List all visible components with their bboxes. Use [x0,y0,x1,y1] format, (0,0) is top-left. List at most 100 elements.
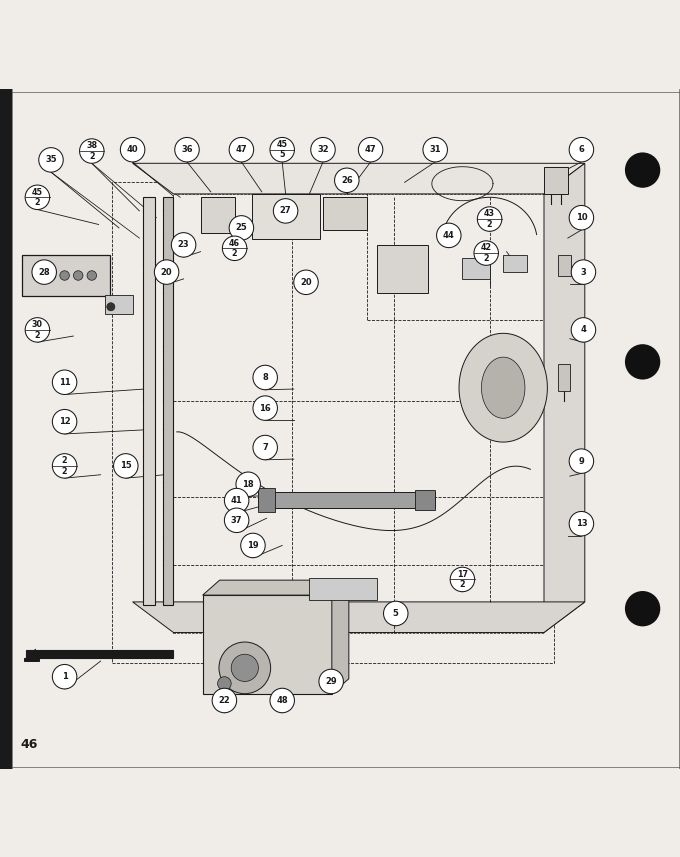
Polygon shape [323,197,367,230]
Circle shape [114,453,138,478]
Bar [558,364,570,391]
Bar [415,489,435,510]
Circle shape [229,137,254,162]
Text: 7: 7 [262,443,268,452]
Circle shape [175,137,199,162]
Polygon shape [201,197,235,232]
Circle shape [171,232,196,257]
Polygon shape [143,197,155,605]
Circle shape [80,139,104,164]
Circle shape [423,137,447,162]
Circle shape [219,642,271,693]
Circle shape [569,206,594,230]
Polygon shape [544,164,585,632]
Text: 26: 26 [341,176,353,185]
Circle shape [39,147,63,172]
Text: 17: 17 [457,570,468,578]
Polygon shape [258,492,435,508]
Bar [503,255,527,273]
Polygon shape [26,650,173,658]
Text: 47: 47 [235,145,248,154]
Circle shape [253,396,277,420]
Circle shape [253,435,277,459]
Text: 3: 3 [581,267,586,277]
Circle shape [231,654,258,681]
Circle shape [218,677,231,690]
Circle shape [319,669,343,693]
Polygon shape [459,333,547,442]
Circle shape [569,137,594,162]
Text: 2: 2 [460,580,465,589]
Text: 5: 5 [279,150,285,159]
Text: 48: 48 [276,696,288,705]
Text: 23: 23 [177,241,190,249]
Text: 19: 19 [247,541,259,550]
Polygon shape [332,580,349,693]
Bar [0,88,12,769]
Polygon shape [481,357,525,418]
Circle shape [212,688,237,713]
Polygon shape [252,194,320,239]
Circle shape [270,688,294,713]
Text: 4: 4 [581,326,586,334]
Bar [203,595,332,693]
Text: 1: 1 [62,672,67,681]
Text: 46: 46 [229,238,240,248]
Circle shape [450,567,475,591]
Bar [544,167,568,194]
Circle shape [224,488,249,512]
Circle shape [335,168,359,193]
Circle shape [477,207,502,231]
Circle shape [625,153,660,188]
Text: 20: 20 [300,278,312,287]
Circle shape [25,318,50,342]
Circle shape [33,271,42,280]
Circle shape [52,410,77,434]
Circle shape [229,216,254,240]
Circle shape [384,602,408,626]
Circle shape [107,303,115,311]
Text: 36: 36 [181,145,193,154]
Text: 35: 35 [45,155,57,165]
Circle shape [358,137,383,162]
Text: 44: 44 [443,231,455,240]
Circle shape [625,345,660,380]
Circle shape [571,260,596,285]
Text: 28: 28 [38,267,50,277]
Text: 42: 42 [481,243,492,253]
Text: 32: 32 [317,145,329,154]
Text: 46: 46 [20,739,38,752]
Text: 43: 43 [484,209,495,219]
Text: 2: 2 [483,254,489,263]
Text: 40: 40 [126,145,139,154]
Bar [309,578,377,600]
Circle shape [154,260,179,285]
Circle shape [46,271,56,280]
Text: 31: 31 [429,145,441,154]
Text: 12: 12 [58,417,71,426]
Bar [22,255,110,296]
Circle shape [311,137,335,162]
Text: 30: 30 [32,321,43,329]
Text: 37: 37 [231,516,242,524]
Bar [105,295,133,315]
Circle shape [569,449,594,473]
Text: 2: 2 [487,219,492,229]
Bar [558,255,571,275]
Polygon shape [133,602,585,632]
Text: 11: 11 [58,378,71,387]
Text: 5: 5 [393,609,398,618]
Text: 13: 13 [575,519,588,528]
Text: 20: 20 [160,267,173,277]
Text: 2: 2 [232,249,237,258]
Circle shape [474,241,498,266]
Polygon shape [203,580,349,595]
Circle shape [25,185,50,210]
Circle shape [273,199,298,223]
Polygon shape [163,197,173,605]
Circle shape [222,236,247,261]
Circle shape [569,512,594,536]
Circle shape [52,664,77,689]
Circle shape [270,137,294,162]
Text: 45: 45 [277,140,288,149]
